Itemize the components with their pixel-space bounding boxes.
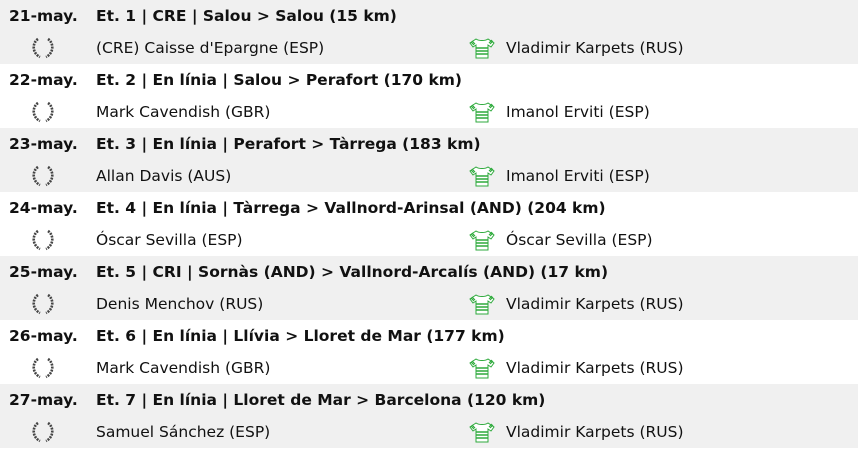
stage-block: 26-may. Et. 6 | En línia | Llívia > Llor… (0, 320, 858, 384)
stage-date: 27-may. (9, 391, 78, 409)
stage-title[interactable]: Et. 2 | En línia | Salou > Perafort (170… (96, 71, 463, 89)
stage-results: Mark Cavendish (GBR) Imanol Erviti (ESP) (0, 96, 858, 128)
stage-title[interactable]: Et. 7 | En línia | Lloret de Mar > Barce… (96, 391, 546, 409)
stage-winner[interactable]: Allan Davis (AUS) (96, 167, 232, 185)
stage-results: Allan Davis (AUS) Imanol Erviti (ESP) (0, 160, 858, 192)
stage-block: 21-may. Et. 1 | CRE | Salou > Salou (15 … (0, 0, 858, 64)
laurel-wreath-icon (0, 101, 96, 123)
laurel-wreath-icon (0, 421, 96, 443)
stage-winner[interactable]: Samuel Sánchez (ESP) (96, 423, 271, 441)
stage-title[interactable]: Et. 1 | CRE | Salou > Salou (15 km) (96, 7, 397, 25)
race-leader[interactable]: Vladimir Karpets (RUS) (506, 359, 684, 377)
stage-header: 22-may. Et. 2 | En línia | Salou > Peraf… (0, 64, 858, 96)
stage-date: 26-may. (9, 327, 78, 345)
stage-block: 24-may. Et. 4 | En línia | Tàrrega > Val… (0, 192, 858, 256)
green-jersey-icon (458, 165, 506, 187)
laurel-wreath-icon (0, 229, 96, 251)
stage-results: Óscar Sevilla (ESP) Óscar Sevilla (ESP) (0, 224, 858, 256)
laurel-wreath-icon (0, 357, 96, 379)
stage-winner[interactable]: Mark Cavendish (GBR) (96, 103, 271, 121)
stage-header: 24-may. Et. 4 | En línia | Tàrrega > Val… (0, 192, 858, 224)
stage-header: 21-may. Et. 1 | CRE | Salou > Salou (15 … (0, 0, 858, 32)
stage-block: 23-may. Et. 3 | En línia | Perafort > Tà… (0, 128, 858, 192)
stage-title[interactable]: Et. 4 | En línia | Tàrrega > Vallnord-Ar… (96, 199, 606, 217)
stage-date: 22-may. (9, 71, 78, 89)
laurel-wreath-icon (0, 293, 96, 315)
green-jersey-icon (458, 101, 506, 123)
race-leader[interactable]: Vladimir Karpets (RUS) (506, 423, 684, 441)
stage-date: 23-may. (9, 135, 78, 153)
stage-block: 25-may. Et. 5 | CRI | Sornàs (AND) > Val… (0, 256, 858, 320)
stage-results: Samuel Sánchez (ESP) Vladimir Karpets (R… (0, 416, 858, 448)
green-jersey-icon (458, 357, 506, 379)
race-leader[interactable]: Imanol Erviti (ESP) (506, 167, 650, 185)
stage-block: 22-may. Et. 2 | En línia | Salou > Peraf… (0, 64, 858, 128)
green-jersey-icon (458, 229, 506, 251)
stage-date: 25-may. (9, 263, 78, 281)
race-leader[interactable]: Óscar Sevilla (ESP) (506, 231, 653, 249)
green-jersey-icon (458, 421, 506, 443)
stage-header: 25-may. Et. 5 | CRI | Sornàs (AND) > Val… (0, 256, 858, 288)
laurel-wreath-icon (0, 37, 96, 59)
race-leader[interactable]: Vladimir Karpets (RUS) (506, 39, 684, 57)
stage-winner[interactable]: Mark Cavendish (GBR) (96, 359, 271, 377)
race-leader[interactable]: Imanol Erviti (ESP) (506, 103, 650, 121)
laurel-wreath-icon (0, 165, 96, 187)
stage-results: Mark Cavendish (GBR) Vladimir Karpets (R… (0, 352, 858, 384)
stage-date: 21-may. (9, 7, 78, 25)
stage-title[interactable]: Et. 5 | CRI | Sornàs (AND) > Vallnord-Ar… (96, 263, 609, 281)
stage-header: 26-may. Et. 6 | En línia | Llívia > Llor… (0, 320, 858, 352)
stage-winner[interactable]: Denis Menchov (RUS) (96, 295, 264, 313)
stage-winner[interactable]: Óscar Sevilla (ESP) (96, 231, 243, 249)
stage-title[interactable]: Et. 3 | En línia | Perafort > Tàrrega (1… (96, 135, 481, 153)
stage-header: 23-may. Et. 3 | En línia | Perafort > Tà… (0, 128, 858, 160)
stage-results: (CRE) Caisse d'Epargne (ESP) Vladimir Ka… (0, 32, 858, 64)
stage-date: 24-may. (9, 199, 78, 217)
green-jersey-icon (458, 293, 506, 315)
green-jersey-icon (458, 37, 506, 59)
race-leader[interactable]: Vladimir Karpets (RUS) (506, 295, 684, 313)
stage-results: Denis Menchov (RUS) Vladimir Karpets (RU… (0, 288, 858, 320)
stage-header: 27-may. Et. 7 | En línia | Lloret de Mar… (0, 384, 858, 416)
stage-title[interactable]: Et. 6 | En línia | Llívia > Lloret de Ma… (96, 327, 505, 345)
stage-winner[interactable]: (CRE) Caisse d'Epargne (ESP) (96, 39, 325, 57)
stage-block: 27-may. Et. 7 | En línia | Lloret de Mar… (0, 384, 858, 448)
